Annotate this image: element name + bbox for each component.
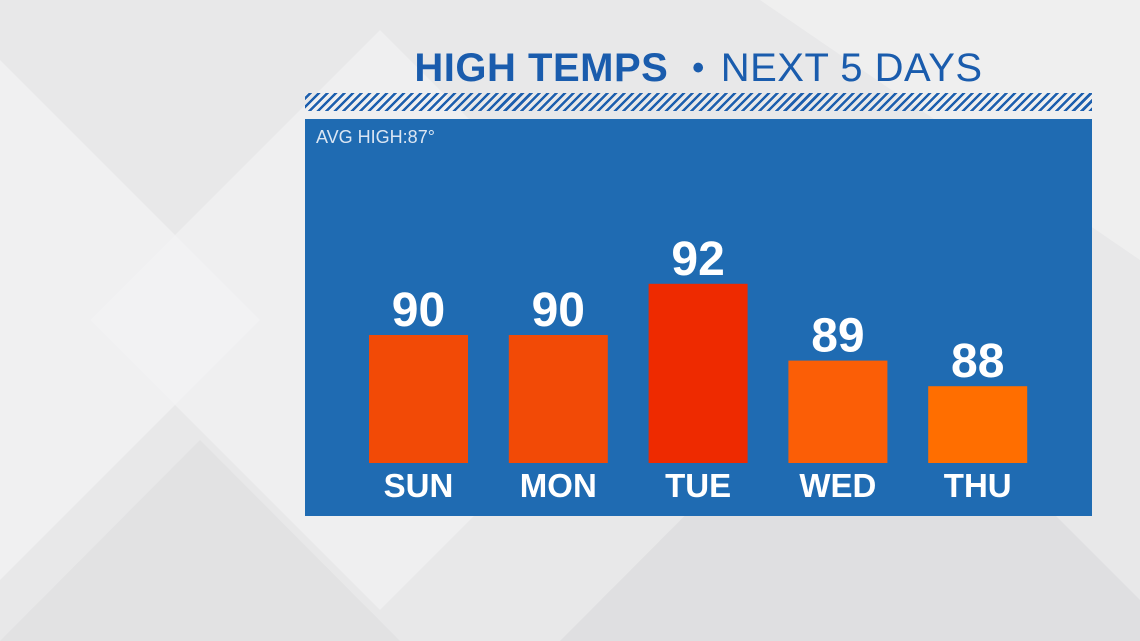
day-label-sun: SUN <box>384 467 454 504</box>
title-subtitle: NEXT 5 DAYS <box>720 45 983 90</box>
day-label-tue: TUE <box>665 467 731 504</box>
title-separator: • <box>692 48 705 87</box>
bar-thu <box>928 386 1028 463</box>
value-label-mon: 90 <box>532 284 585 337</box>
bar-chart: 90 SUN 90 MON 92 TUE 89 WED 88 THU <box>369 233 1028 504</box>
value-label-wed: 89 <box>811 310 864 363</box>
day-label-wed: WED <box>799 467 876 504</box>
bar-sun <box>369 335 468 463</box>
value-label-sun: 90 <box>392 284 445 337</box>
avg-high-label: AVG HIGH:87° <box>316 127 435 147</box>
value-label-thu: 88 <box>951 335 1004 388</box>
bar-wed <box>788 360 888 463</box>
bar-mon <box>508 335 608 463</box>
day-label-thu: THU <box>944 467 1012 504</box>
title-main: HIGH TEMPS <box>414 45 669 90</box>
value-label-tue: 92 <box>671 233 724 286</box>
bar-tue <box>648 283 748 463</box>
chart-panel: AVG HIGH:87° 90 SUN 90 MON 92 TUE 89 WED 88 THU <box>305 119 1092 516</box>
chart-title: HIGH TEMPS • NEXT 5 DAYS <box>305 40 1092 96</box>
day-label-mon: MON <box>520 467 597 504</box>
hatch-divider <box>305 93 1092 111</box>
